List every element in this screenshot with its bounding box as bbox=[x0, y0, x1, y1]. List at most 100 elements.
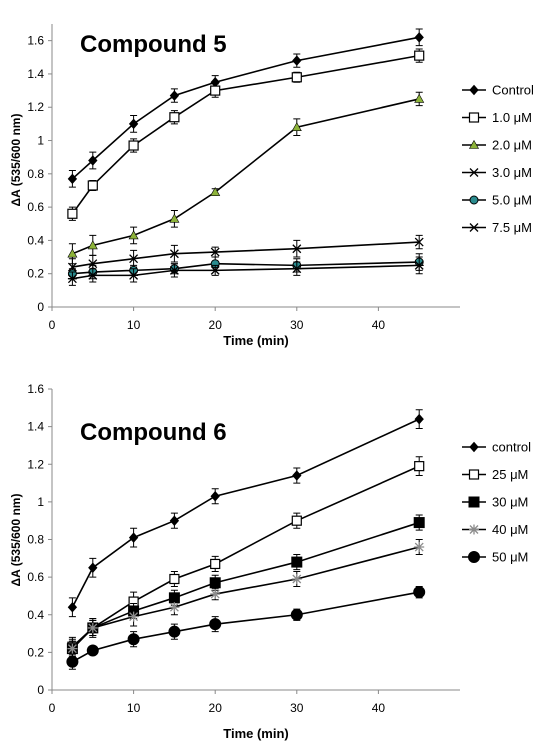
series-3 bbox=[67, 234, 424, 276]
data-point bbox=[292, 264, 302, 274]
data-point bbox=[86, 644, 99, 657]
chart-title: Compound 6 bbox=[80, 419, 227, 446]
data-point bbox=[168, 625, 181, 638]
y-tick-label: 1 bbox=[37, 134, 44, 148]
data-point bbox=[210, 490, 220, 502]
data-point bbox=[291, 574, 302, 585]
legend-item: 2.0 μM bbox=[462, 138, 532, 153]
y-tick-label: 0.6 bbox=[27, 570, 44, 584]
legend-label: 1.0 μM bbox=[492, 110, 532, 125]
legend-label: 2.0 μM bbox=[492, 138, 532, 153]
data-point bbox=[209, 577, 221, 589]
series-line bbox=[71, 521, 420, 650]
data-point bbox=[414, 461, 425, 472]
legend-marker bbox=[469, 223, 479, 232]
data-point bbox=[169, 112, 180, 123]
y-tick-label: 0 bbox=[37, 683, 44, 697]
series-2 bbox=[66, 514, 425, 657]
y-tick-label: 1.4 bbox=[27, 420, 44, 434]
data-point bbox=[414, 50, 425, 61]
legend-label: 25 μM bbox=[492, 467, 528, 482]
series-0 bbox=[67, 28, 424, 188]
legend-label: 50 μM bbox=[492, 550, 528, 565]
y-tick-label: 1.2 bbox=[27, 100, 44, 114]
data-point bbox=[413, 517, 425, 529]
data-point bbox=[169, 573, 180, 585]
data-point bbox=[210, 589, 221, 600]
data-point bbox=[66, 655, 79, 668]
data-point bbox=[67, 208, 78, 219]
y-tick-label: 1.6 bbox=[27, 34, 44, 48]
y-tick-label: 0.4 bbox=[27, 608, 44, 622]
data-point bbox=[67, 173, 78, 185]
y-tick-label: 1 bbox=[37, 495, 44, 509]
legend-marker bbox=[468, 551, 480, 563]
series-0 bbox=[67, 409, 424, 618]
legend-item: 25 μM bbox=[462, 467, 528, 482]
data-point bbox=[291, 515, 302, 526]
x-tick-label: 40 bbox=[372, 701, 386, 715]
data-point bbox=[291, 72, 302, 83]
y-tick-label: 0.2 bbox=[27, 267, 44, 281]
legend-marker bbox=[468, 139, 480, 149]
data-point bbox=[87, 180, 98, 191]
legend-label: control bbox=[492, 440, 531, 455]
series-3 bbox=[67, 539, 425, 659]
data-point bbox=[291, 556, 303, 568]
x-tick-label: 30 bbox=[290, 701, 304, 715]
data-point bbox=[128, 611, 139, 622]
series-line bbox=[71, 36, 420, 180]
legend-item: 50 μM bbox=[462, 550, 528, 565]
x-tick-label: 20 bbox=[209, 318, 223, 332]
series-2 bbox=[67, 91, 425, 265]
legend-item: 1.0 μM bbox=[462, 110, 532, 125]
data-point bbox=[413, 586, 426, 599]
legend-item: 3.0 μM bbox=[462, 165, 532, 180]
y-tick-label: 0.4 bbox=[27, 233, 44, 247]
data-point bbox=[128, 230, 139, 240]
data-point bbox=[129, 270, 139, 280]
x-tick-label: 0 bbox=[49, 701, 56, 715]
data-point bbox=[169, 602, 180, 613]
data-point bbox=[210, 247, 220, 257]
x-tick-label: 40 bbox=[372, 318, 386, 332]
data-point bbox=[292, 244, 302, 254]
data-point bbox=[88, 270, 98, 280]
legend-label: 7.5 μM bbox=[492, 220, 532, 235]
data-point bbox=[88, 155, 98, 166]
series-line bbox=[72, 591, 420, 663]
data-point bbox=[210, 558, 221, 570]
chart-title: Compound 5 bbox=[80, 31, 227, 58]
legend-marker bbox=[469, 84, 479, 96]
data-point bbox=[414, 93, 425, 103]
data-point bbox=[128, 532, 139, 543]
data-point bbox=[169, 265, 179, 275]
data-point bbox=[67, 262, 77, 272]
legend-label: 30 μM bbox=[492, 495, 528, 510]
data-point bbox=[414, 32, 424, 43]
series-line bbox=[72, 264, 420, 280]
legend-item: 5.0 μM bbox=[462, 193, 532, 208]
data-point bbox=[292, 55, 302, 66]
series-line bbox=[71, 418, 420, 608]
data-point bbox=[292, 470, 302, 481]
x-tick-label: 30 bbox=[290, 318, 304, 332]
y-tick-label: 0.2 bbox=[27, 645, 44, 659]
legend-marker bbox=[468, 469, 480, 480]
data-point bbox=[88, 562, 98, 573]
data-point bbox=[210, 265, 220, 275]
data-point bbox=[414, 237, 424, 247]
series-line bbox=[72, 261, 420, 275]
data-point bbox=[414, 542, 425, 553]
x-axis-label: Time (min) bbox=[223, 726, 289, 741]
data-point bbox=[67, 601, 78, 613]
legend-marker bbox=[468, 112, 480, 123]
data-point bbox=[87, 622, 98, 633]
data-point bbox=[414, 260, 424, 270]
y-tick-label: 0.6 bbox=[27, 200, 44, 214]
data-point bbox=[87, 240, 98, 250]
y-tick-label: 0.8 bbox=[27, 533, 44, 547]
legend-label: 40 μM bbox=[492, 522, 528, 537]
series-line bbox=[72, 98, 420, 255]
